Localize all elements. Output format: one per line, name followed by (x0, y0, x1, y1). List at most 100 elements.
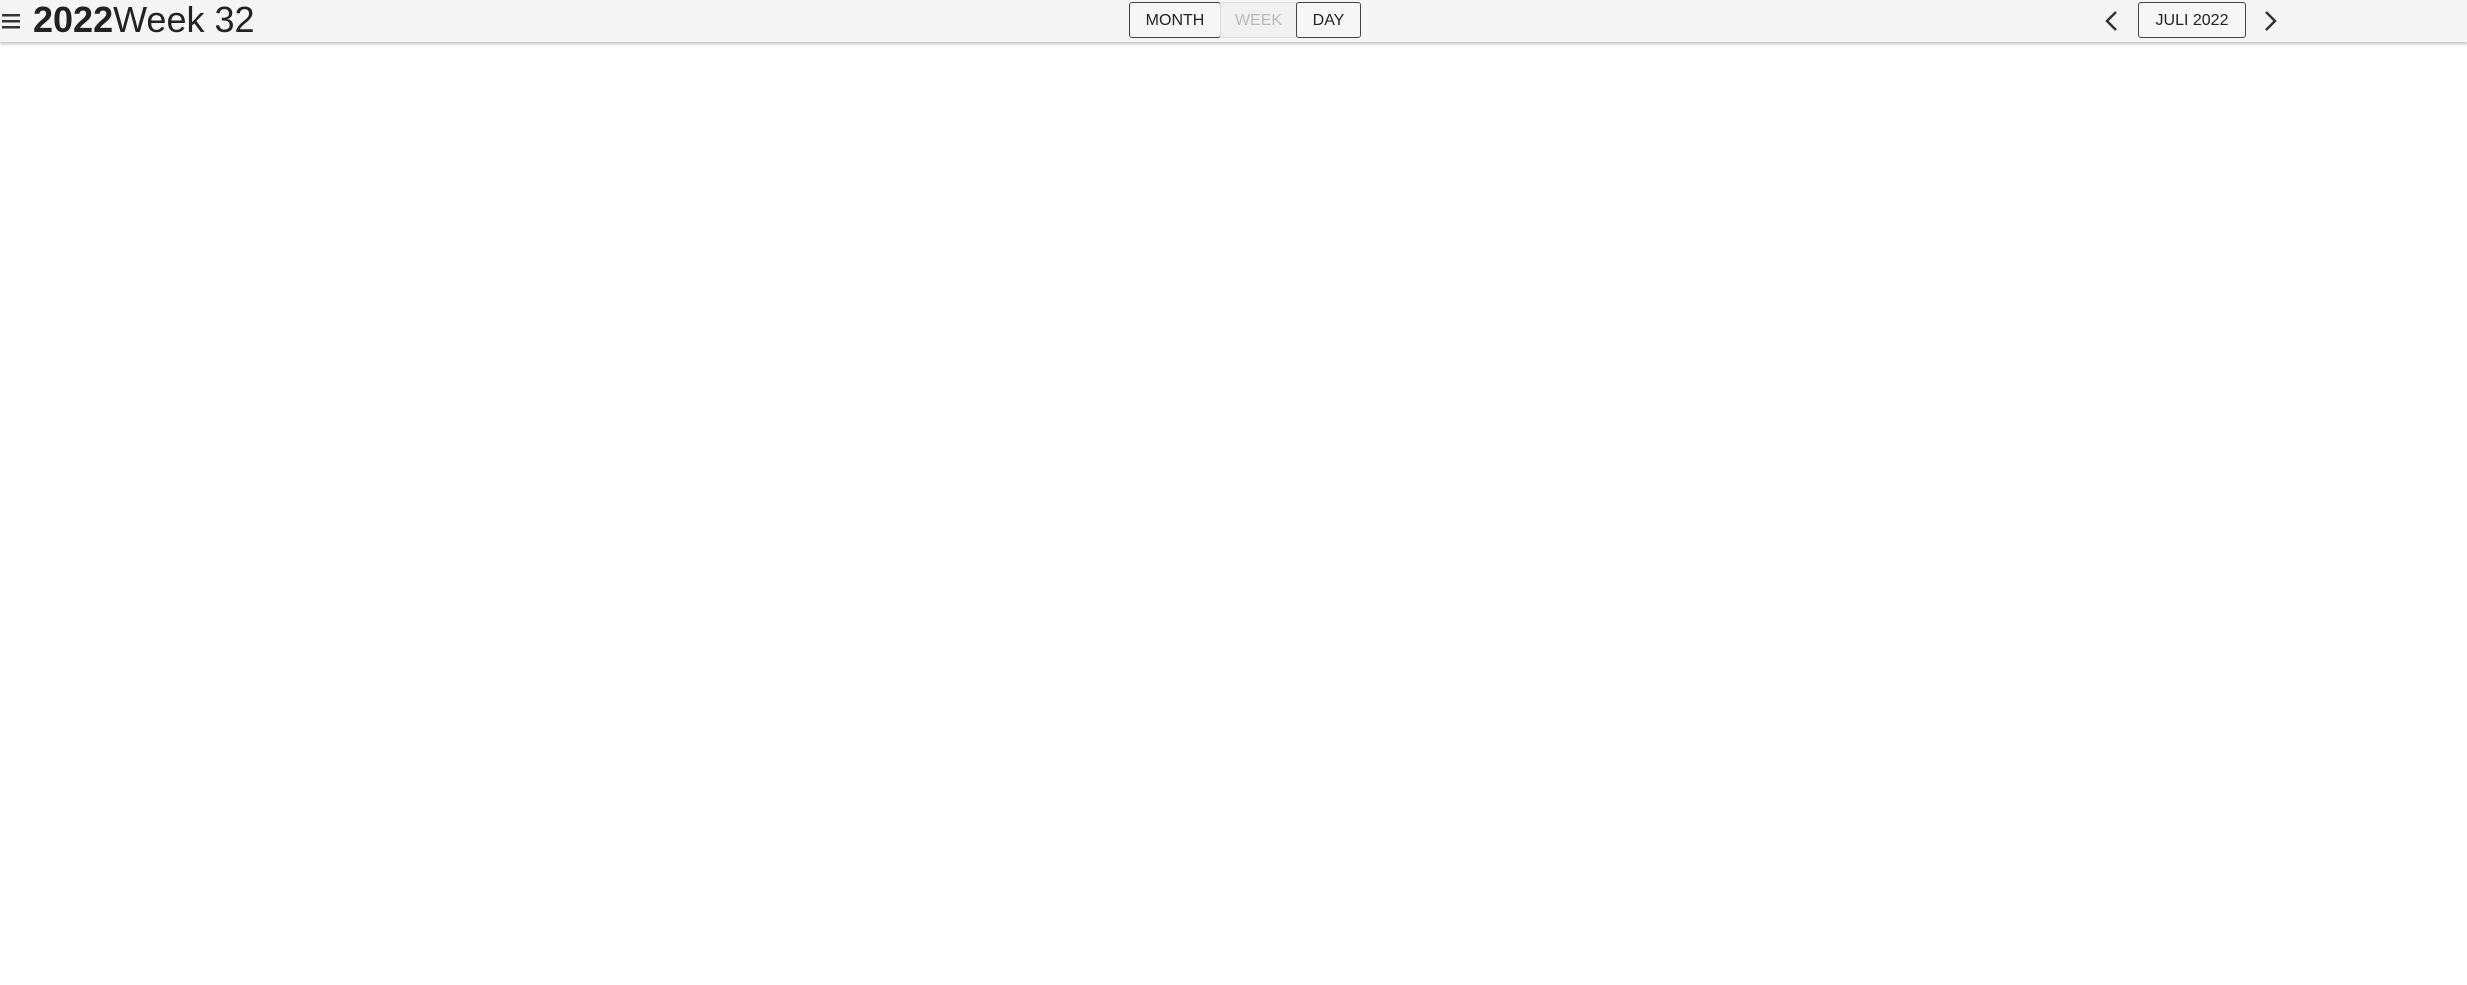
prev-arrow[interactable] (2100, 8, 2124, 34)
event-cell (1775, 367, 1789, 387)
event-cell (1803, 280, 1817, 300)
event-cell (920, 557, 934, 577)
event-cell (1362, 475, 1376, 495)
month-button[interactable]: MONTH (1129, 2, 1221, 38)
event-cell (1775, 301, 1789, 321)
event-cell (1419, 516, 1433, 536)
event-cell (1661, 198, 1675, 218)
menu-icon[interactable] (2, 12, 22, 30)
event-cell (977, 536, 991, 556)
event-cell (1661, 260, 1675, 280)
event-cell (1533, 772, 1547, 792)
event-cell (1048, 495, 1062, 515)
event-cell (1390, 475, 1404, 495)
event-cell (1034, 454, 1048, 474)
event-cell (1105, 751, 1119, 771)
event-cell (1746, 219, 1760, 239)
event-cell (977, 557, 991, 577)
event-cell (1789, 429, 1803, 449)
date: 01.08.2022 (400, 256, 411, 306)
next-arrow[interactable] (2258, 8, 2282, 34)
event-cell (2074, 219, 2088, 239)
event-cell (1447, 516, 1461, 536)
event-cell (1390, 557, 1404, 577)
event-cell (1005, 495, 1019, 515)
event-cell (1119, 772, 1133, 792)
event-cell (1661, 219, 1675, 239)
event-cell (1077, 792, 1091, 812)
event-cell (1447, 557, 1461, 577)
event-cell (1262, 792, 1276, 812)
event-cell (1419, 454, 1433, 474)
event-cell (1419, 495, 1433, 515)
event-cell (991, 280, 1005, 300)
event-cell (1647, 260, 1661, 280)
hour-label: 7:00 (946, 53, 966, 64)
event-cell (1362, 454, 1376, 474)
event-cell (1020, 495, 1034, 515)
event-cell (1148, 326, 1162, 346)
event-cell (2074, 239, 2088, 259)
event-cell (2060, 219, 2074, 239)
day-label: Tuesday 02.08.2022 (400, 340, 412, 437)
event-cell (1048, 475, 1062, 495)
event-cell (2046, 301, 2060, 321)
event-cell (1647, 301, 1661, 321)
day-button[interactable]: DAY (1296, 2, 1361, 38)
event-cell (1761, 219, 1775, 239)
period-button[interactable]: JULI 2022 (2138, 2, 2246, 38)
event-cell (1119, 792, 1133, 812)
day-label: Friday 05.08.2022 (400, 724, 412, 810)
event-cell (1675, 280, 1689, 300)
weekday: Monday (400, 212, 412, 252)
event-cell (1262, 751, 1276, 771)
event-cell (1262, 772, 1276, 792)
event-cell (1005, 516, 1019, 536)
date: 31.07.2022 (400, 108, 411, 158)
event-cell (1248, 813, 1262, 833)
event-cell (1020, 280, 1034, 300)
event-cell (1091, 772, 1105, 792)
event-cell (1661, 239, 1675, 259)
hour-label: 0:00 (447, 53, 467, 64)
event-cell (1119, 813, 1133, 833)
event-cell (1504, 516, 1518, 536)
event-cell (1433, 454, 1447, 474)
event-cell (1305, 941, 1319, 961)
event-cell (1390, 516, 1404, 536)
event-cell (1319, 731, 1333, 751)
event-cell (1404, 516, 1418, 536)
event-cell (1020, 454, 1034, 474)
event-cell (2031, 301, 2045, 321)
day-panel (354, 838, 2135, 961)
event-cell (1476, 475, 1490, 495)
event-cell (1661, 280, 1675, 300)
event-cell (1105, 772, 1119, 792)
event-cell (1134, 347, 1148, 367)
event-cell (1005, 475, 1019, 495)
hour-label: 2:00 (589, 53, 609, 64)
event-cell (1248, 751, 1262, 771)
event-cell (1005, 557, 1019, 577)
event-cell (1205, 772, 1219, 792)
weekday: Friday (400, 724, 412, 755)
hour-label: 16:00 (1584, 53, 1609, 64)
event-cell (1048, 516, 1062, 536)
hour-label: 17:00 (1655, 53, 1680, 64)
event-cell (1461, 557, 1475, 577)
weekday: Wednesday (400, 468, 412, 526)
event-cell (2103, 198, 2117, 218)
event-cell (1803, 429, 1817, 449)
event-cell (1347, 516, 1361, 536)
event-cell (1333, 557, 1347, 577)
event-cell (1319, 941, 1333, 961)
event-cell (1761, 198, 1775, 218)
event-cell (1675, 260, 1689, 280)
week-button[interactable]: WEEK (1220, 2, 1297, 38)
event-cell (1062, 751, 1076, 771)
event-cell (1233, 792, 1247, 812)
event-cell (1219, 792, 1233, 812)
event-cell (1704, 198, 1718, 218)
day-panel (354, 582, 2135, 705)
